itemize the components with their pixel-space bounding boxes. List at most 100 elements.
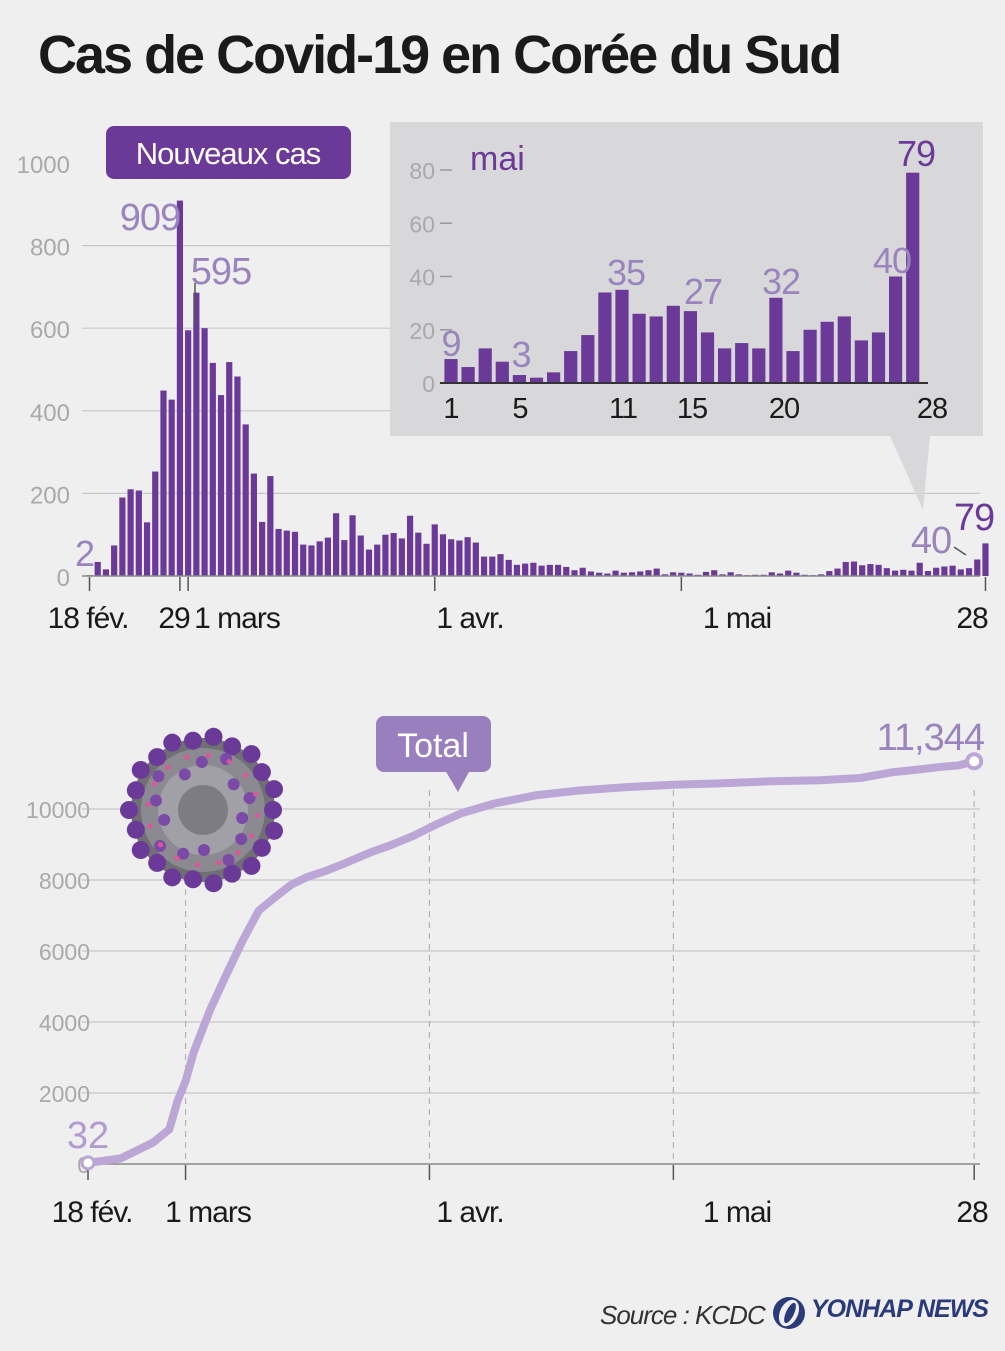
bar <box>308 545 315 576</box>
bar <box>538 565 545 576</box>
virus-spike <box>242 856 261 875</box>
virus-dot <box>255 812 261 818</box>
inset-bar <box>581 335 595 383</box>
virus-spike <box>204 874 223 893</box>
bar <box>291 531 299 576</box>
bar <box>374 544 381 576</box>
bar <box>431 524 438 576</box>
bar <box>333 513 340 576</box>
inset-bar <box>752 348 766 383</box>
bar <box>423 543 430 576</box>
x-tick-label: 1 mars <box>194 602 280 635</box>
y-tick-label: 0 <box>57 565 70 592</box>
bar <box>324 537 331 576</box>
bar <box>464 537 471 576</box>
virus-dot <box>174 855 180 861</box>
x-tick-label: 1 mars <box>165 1196 251 1229</box>
bar <box>489 556 496 576</box>
virus-spike <box>243 792 256 805</box>
x-tick-label: 18 fév. <box>48 602 129 635</box>
y-tick-label: 8000 <box>39 868 90 894</box>
bar <box>448 539 455 576</box>
y-tick-label: 400 <box>30 400 70 427</box>
bar <box>250 473 257 576</box>
inset-data-label: 27 <box>684 271 722 312</box>
inset-bar <box>906 172 920 383</box>
bar <box>456 540 463 576</box>
bar <box>349 515 356 576</box>
inset-x-tick-label: 15 <box>677 393 707 425</box>
bar <box>982 543 989 576</box>
y-tick-label: 200 <box>30 482 70 509</box>
bar <box>974 559 981 576</box>
daily-cases-x-axis: 18 fév. 29 1 mars 1 avr. 1 mai 28 <box>48 577 989 635</box>
total-start-point <box>80 1155 96 1171</box>
virus-spike <box>222 853 235 866</box>
inset-bar <box>478 348 492 383</box>
inset-bar <box>512 375 526 383</box>
inset-bar <box>837 316 851 383</box>
inset-bar <box>854 340 868 383</box>
bar <box>875 564 882 576</box>
data-label: 595 <box>191 251 251 293</box>
inset-y-tick-label: 60 <box>409 211 435 237</box>
inset-x-tick-label: 28 <box>917 393 947 425</box>
brand-name: YONHAP NEWS <box>811 1295 989 1323</box>
inset-bar <box>461 367 475 383</box>
bar <box>530 562 537 576</box>
bar <box>702 571 710 576</box>
x-tick-label: 29 <box>158 602 190 635</box>
inset-bar <box>564 351 578 383</box>
total-end-point <box>965 752 984 771</box>
bar <box>859 565 866 576</box>
bar <box>637 571 644 576</box>
x-tick-label: 28 <box>956 602 988 635</box>
inset-data-label: 79 <box>897 133 935 174</box>
source-note: Source : KCDC <box>600 1300 766 1330</box>
yonhap-logo-icon <box>773 1297 805 1329</box>
virus-spike <box>126 820 145 839</box>
data-label: 909 <box>120 197 180 239</box>
virus-dot <box>165 764 171 770</box>
bar <box>941 566 948 576</box>
bar <box>587 571 595 576</box>
virus-spike <box>235 833 248 846</box>
virus-dot <box>216 860 222 866</box>
y-tick-label: 1000 <box>17 152 70 179</box>
total-badge <box>376 716 491 772</box>
x-tick-label: 1 mai <box>703 602 771 635</box>
bar <box>719 574 726 576</box>
bar <box>226 362 233 576</box>
inset-data-label: 35 <box>607 252 645 293</box>
bar <box>579 567 586 576</box>
bar <box>94 561 101 576</box>
total-cases-y-axis: 0200040006000800010000 <box>26 797 90 1178</box>
virus-dot <box>195 862 201 868</box>
virus-spike <box>264 801 282 819</box>
x-tick-label: 1 avr. <box>436 1196 503 1229</box>
bar <box>620 572 627 576</box>
bar <box>176 200 184 576</box>
inset-y-tick-label: 20 <box>409 318 435 344</box>
inset-y-tick-label: 40 <box>409 265 435 291</box>
total-cases-x-axis: 18 fév. 1 mars 1 avr. 1 mai 28 <box>52 1165 989 1229</box>
inset-y-tick-label: 0 <box>422 371 435 397</box>
bar <box>135 490 142 576</box>
brand: YONHAP NEWS <box>775 1295 989 1324</box>
inset-x-tick-label: 11 <box>609 393 637 425</box>
bar <box>596 572 603 576</box>
y-tick-label: 800 <box>30 235 70 262</box>
virus-spike <box>131 760 150 779</box>
bar <box>217 395 225 576</box>
virus-spike <box>148 853 167 872</box>
daily-cases-badge <box>106 126 351 179</box>
y-tick-label: 6000 <box>39 939 90 965</box>
bar <box>645 570 652 576</box>
inset-data-labels: 9 3 35 27 32 40 79 <box>441 133 936 375</box>
bar <box>686 573 693 576</box>
bar <box>513 564 521 576</box>
inset-title: mai <box>470 140 525 178</box>
bar <box>850 561 858 576</box>
